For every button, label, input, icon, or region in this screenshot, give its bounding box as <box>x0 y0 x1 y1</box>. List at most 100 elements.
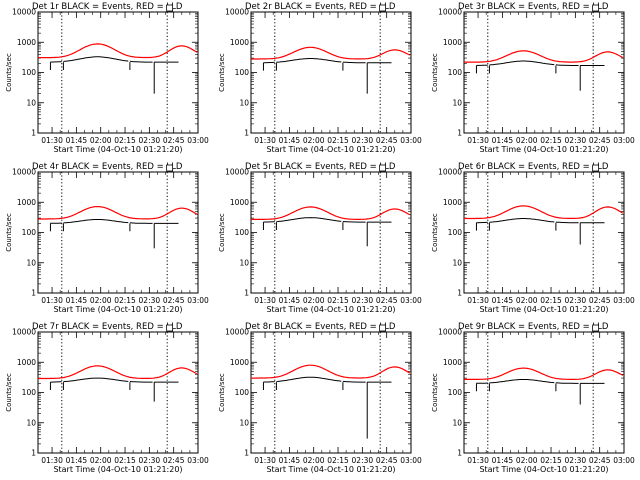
y-tick-label: 1 <box>244 129 249 138</box>
x-tick-label: 03:00 <box>613 296 635 305</box>
x-tick-label: 01:30 <box>467 296 489 305</box>
x-tick-label: 02:45 <box>376 456 398 465</box>
x-tick-label: 02:15 <box>327 456 349 465</box>
x-axis-title: Start Time (04-Oct-10 01:21:20) <box>479 305 608 314</box>
x-tick-label: 01:30 <box>41 136 63 145</box>
x-axis-title: Start Time (04-Oct-10 01:21:20) <box>53 305 182 314</box>
events-series-line <box>489 218 555 223</box>
x-tick-label: 01:45 <box>66 136 88 145</box>
lld-series-line <box>251 46 411 60</box>
y-tick-label: 100 <box>235 68 250 77</box>
x-tick-label: 02:15 <box>540 456 562 465</box>
x-tick-label: 01:45 <box>492 456 514 465</box>
detector-panel: Det 1r BLACK = Events, RED = LLD 1 10 100 10… <box>5 2 209 154</box>
lld-series-line <box>38 365 198 380</box>
saa-flag-marker <box>592 164 600 172</box>
x-tick-label: 02:00 <box>516 296 538 305</box>
x-tick-label: 02:00 <box>303 296 325 305</box>
y-axis-title: Counts/sec <box>431 53 439 92</box>
events-series-line <box>63 377 129 383</box>
y-tick-label: 1000 <box>443 358 462 367</box>
saa-flag-marker <box>592 4 600 12</box>
saa-flag-marker <box>379 324 387 332</box>
y-axis-title: Counts/sec <box>5 53 13 92</box>
x-tick-label: 01:45 <box>66 296 88 305</box>
x-tick-label: 02:45 <box>163 136 185 145</box>
events-series-line <box>342 61 366 64</box>
y-tick-label: 1000 <box>230 198 249 207</box>
x-tick-label: 02:30 <box>565 296 587 305</box>
x-tick-label: 02:45 <box>589 456 611 465</box>
y-axis-title: Counts/sec <box>218 53 226 92</box>
lld-series-line <box>251 206 411 220</box>
y-tick-label: 10 <box>239 258 249 267</box>
y-tick-label: 100 <box>448 228 463 237</box>
y-tick-label: 10000 <box>225 8 249 17</box>
lld-series-line <box>251 364 411 379</box>
y-tick-label: 10 <box>26 98 36 107</box>
y-tick-label: 100 <box>448 68 463 77</box>
y-axis-title: Counts/sec <box>5 373 13 412</box>
panel-title: Det 4r BLACK = Events, RED = LLD <box>32 162 183 172</box>
x-tick-label: 03:00 <box>187 136 209 145</box>
x-tick-label: 02:30 <box>352 136 374 145</box>
x-tick-label: 03:00 <box>400 456 422 465</box>
y-tick-label: 10000 <box>225 328 249 337</box>
events-series-line <box>555 221 579 224</box>
x-axis-title: Start Time (04-Oct-10 01:21:20) <box>266 465 395 474</box>
x-tick-label: 03:00 <box>613 136 635 145</box>
y-tick-label: 10 <box>452 418 462 427</box>
x-tick-label: 01:30 <box>254 456 276 465</box>
detector-panel: Det 4r BLACK = Events, RED = LLD 1 10 100 10… <box>5 162 209 314</box>
y-tick-label: 10 <box>239 418 249 427</box>
panel-title: Det 8r BLACK = Events, RED = LLD <box>245 322 396 332</box>
y-tick-label: 100 <box>22 228 37 237</box>
y-tick-label: 10 <box>239 98 249 107</box>
y-axis-title: Counts/sec <box>431 373 439 412</box>
x-tick-label: 01:45 <box>279 456 301 465</box>
y-tick-label: 1000 <box>230 358 249 367</box>
x-tick-label: 02:15 <box>327 136 349 145</box>
y-tick-label: 1000 <box>443 38 462 47</box>
x-tick-label: 01:30 <box>467 456 489 465</box>
x-tick-label: 02:45 <box>589 296 611 305</box>
y-tick-label: 10000 <box>12 168 36 177</box>
x-axis-title: Start Time (04-Oct-10 01:21:20) <box>53 145 182 154</box>
x-tick-label: 03:00 <box>400 296 422 305</box>
lld-series-line <box>38 43 198 59</box>
panel-title: Det 6r BLACK = Events, RED = LLD <box>458 162 609 172</box>
y-tick-label: 100 <box>22 388 37 397</box>
y-tick-label: 100 <box>235 388 250 397</box>
events-series-line <box>276 58 342 63</box>
x-tick-label: 02:15 <box>540 296 562 305</box>
x-tick-label: 02:30 <box>139 136 161 145</box>
y-axis-title: Counts/sec <box>5 213 13 252</box>
y-tick-label: 10000 <box>438 168 462 177</box>
y-tick-label: 10 <box>26 258 36 267</box>
y-tick-label: 10 <box>26 418 36 427</box>
lld-series-line <box>464 205 624 220</box>
panel-title: Det 3r BLACK = Events, RED = LLD <box>458 2 609 12</box>
x-tick-label: 03:00 <box>187 296 209 305</box>
x-tick-label: 03:00 <box>613 456 635 465</box>
x-tick-label: 02:45 <box>376 296 398 305</box>
detector-panel: Det 3r BLACK = Events, RED = LLD 1 10 100 10… <box>431 2 635 154</box>
events-series-line <box>129 381 153 383</box>
x-tick-label: 03:00 <box>187 456 209 465</box>
y-tick-label: 10000 <box>12 8 36 17</box>
y-tick-label: 1000 <box>17 198 36 207</box>
y-tick-label: 10000 <box>225 168 249 177</box>
y-tick-label: 1000 <box>443 198 462 207</box>
x-tick-label: 01:45 <box>492 136 514 145</box>
x-tick-label: 02:15 <box>114 296 136 305</box>
panel-title: Det 5r BLACK = Events, RED = LLD <box>245 162 396 172</box>
y-tick-label: 1 <box>31 289 36 298</box>
x-tick-label: 02:30 <box>139 456 161 465</box>
detector-panel: Det 8r BLACK = Events, RED = LLD 1 10 100 10… <box>218 322 422 474</box>
saa-flag-marker <box>166 324 174 332</box>
x-tick-label: 01:30 <box>41 296 63 305</box>
y-tick-label: 1 <box>244 449 249 458</box>
events-series-line <box>263 381 275 383</box>
events-series-line <box>489 379 555 384</box>
y-tick-label: 1 <box>31 129 36 138</box>
